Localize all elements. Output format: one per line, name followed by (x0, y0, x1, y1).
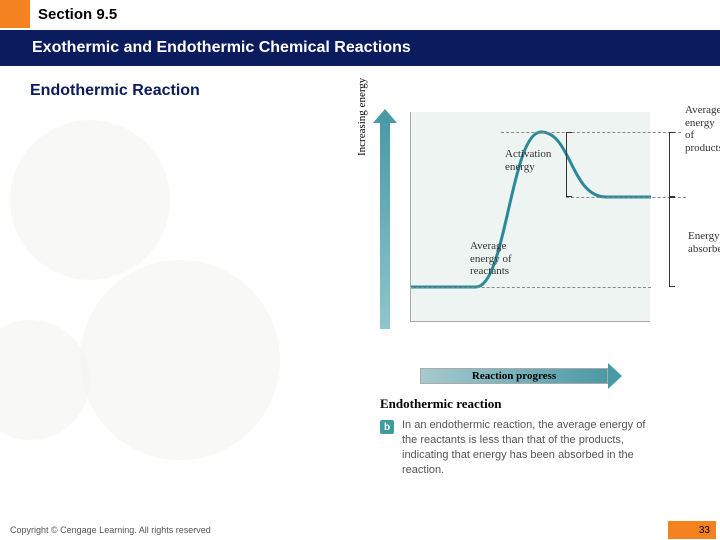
dash-line (501, 132, 681, 133)
reaction-curve (411, 112, 651, 322)
dash-line (411, 287, 651, 288)
dash-line (566, 197, 686, 198)
section-label: Section 9.5 (38, 6, 117, 23)
label-avg_products: Averageenergy ofproducts (685, 104, 720, 155)
slide-title: Exothermic and Endothermic Chemical Reac… (32, 39, 411, 57)
bracket-activation (566, 132, 567, 197)
page-number: 33 (668, 521, 716, 539)
x-axis-label: Reaction progress (472, 370, 556, 382)
copyright: Copyright © Cengage Learning. All rights… (4, 525, 211, 535)
slide-subtitle: Endothermic Reaction (30, 82, 720, 100)
footer: Copyright © Cengage Learning. All rights… (0, 520, 720, 540)
figure: Increasing energy Averageenergy ofproduc… (350, 104, 680, 477)
section-indicator (0, 0, 30, 28)
bracket-absorbed (669, 197, 670, 287)
bracket-products (669, 132, 670, 197)
label-absorbed: Energyabsorbed (688, 230, 720, 255)
x-axis-arrow: Reaction progress (420, 364, 620, 388)
title-bar: Exothermic and Endothermic Chemical Reac… (0, 30, 720, 66)
caption-text: In an endothermic reaction, the average … (402, 418, 662, 477)
caption: b In an endothermic reaction, the averag… (380, 418, 680, 477)
y-axis-arrow (374, 109, 396, 334)
label-avg_reactants: Averageenergy ofreactants (470, 240, 512, 278)
section-row: Section 9.5 (0, 0, 720, 28)
figure-title: Endothermic reaction (380, 396, 680, 412)
plot-area (410, 112, 650, 322)
energy-chart: Increasing energy Averageenergy ofproduc… (380, 104, 680, 354)
caption-badge: b (380, 420, 394, 434)
label-activation: Activationenergy (505, 148, 551, 173)
y-axis-label: Increasing energy (356, 78, 368, 156)
